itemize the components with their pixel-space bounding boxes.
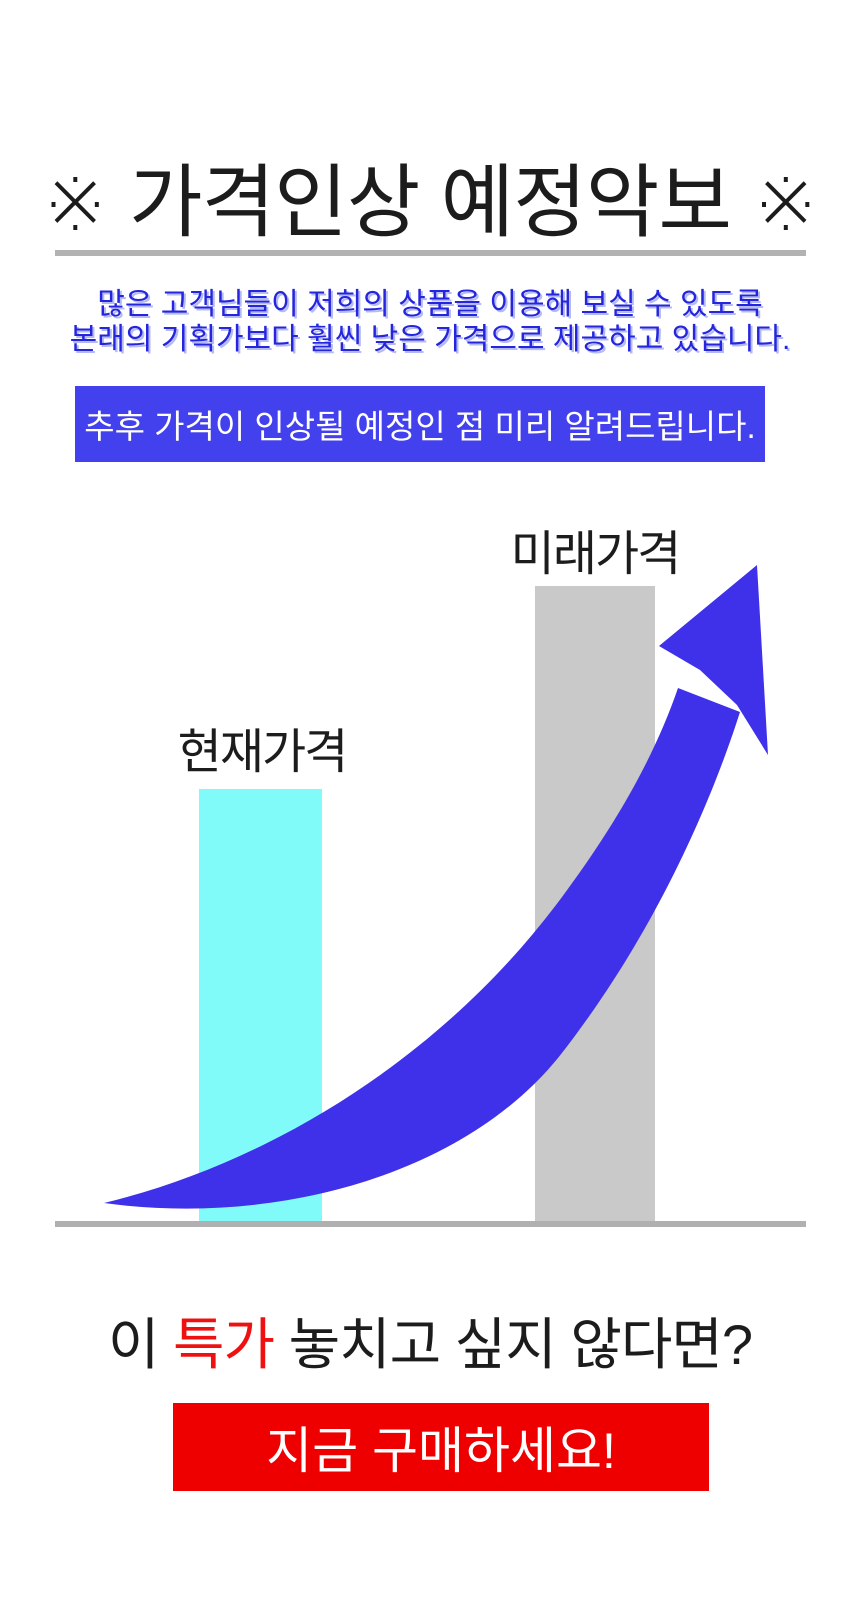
buy-button-label: 지금 구매하세요! bbox=[266, 1423, 616, 1479]
title-divider bbox=[55, 250, 806, 256]
intro-text: 많은 고객님들이 저희의 상품을 이용해 보실 수 있도록 본래의 기획가보다 … bbox=[0, 287, 860, 357]
intro-line-1: 많은 고객님들이 저희의 상품을 이용해 보실 수 있도록 bbox=[97, 288, 763, 321]
future-price-bar bbox=[535, 586, 655, 1221]
page-title: ※ 가격인상 예정악보 ※ bbox=[41, 158, 820, 247]
cta-question: 이 특가 놓치고 싶지 않다면? bbox=[0, 1300, 860, 1381]
buy-now-button[interactable]: 지금 구매하세요! bbox=[173, 1403, 709, 1491]
arrow-head bbox=[659, 565, 768, 755]
cta-highlight: 특가 bbox=[173, 1313, 275, 1376]
current-price-label: 현재가격 bbox=[177, 726, 349, 779]
cta-prefix: 이 bbox=[107, 1313, 174, 1376]
future-price-label: 미래가격 bbox=[510, 528, 682, 581]
notice-banner-text: 추후 가격이 인상될 예정인 점 미리 알려드립니다. bbox=[84, 408, 756, 445]
intro-line-2: 본래의 기획가보다 훨씬 낮은 가격으로 제공하고 있습니다. bbox=[69, 323, 791, 356]
baseline-axis bbox=[55, 1221, 806, 1227]
cta-suffix: 놓치고 싶지 않다면? bbox=[274, 1313, 753, 1376]
current-price-bar bbox=[199, 789, 322, 1221]
price-increase-notice-banner: 추후 가격이 인상될 예정인 점 미리 알려드립니다. bbox=[75, 386, 765, 462]
